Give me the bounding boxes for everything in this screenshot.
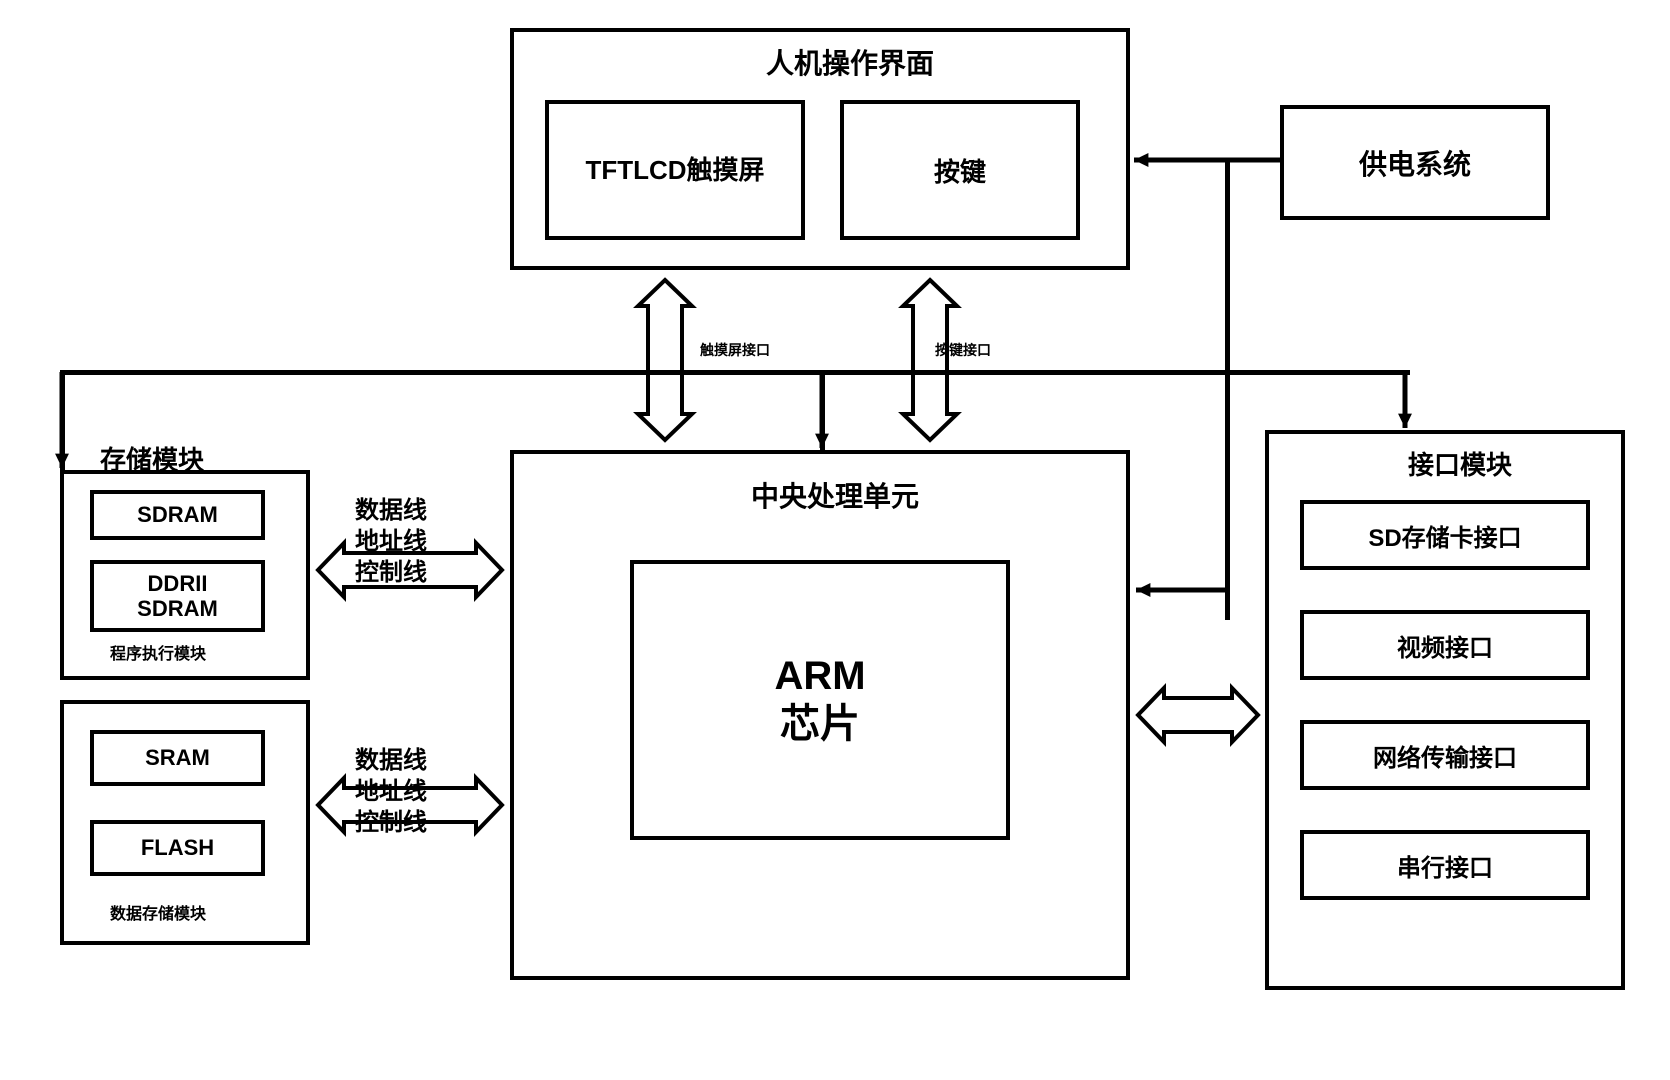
bus-label: 数据线地址线控制线: [355, 495, 427, 589]
connections-layer: [0, 0, 1670, 1080]
double-arrow: [903, 280, 957, 440]
double-arrow: [1138, 688, 1258, 742]
double-arrow: [638, 280, 692, 440]
bus-label: 数据线地址线控制线: [355, 745, 427, 839]
edge-label: 触摸屏接口: [700, 340, 770, 360]
edge-label: 按键接口: [935, 340, 991, 360]
